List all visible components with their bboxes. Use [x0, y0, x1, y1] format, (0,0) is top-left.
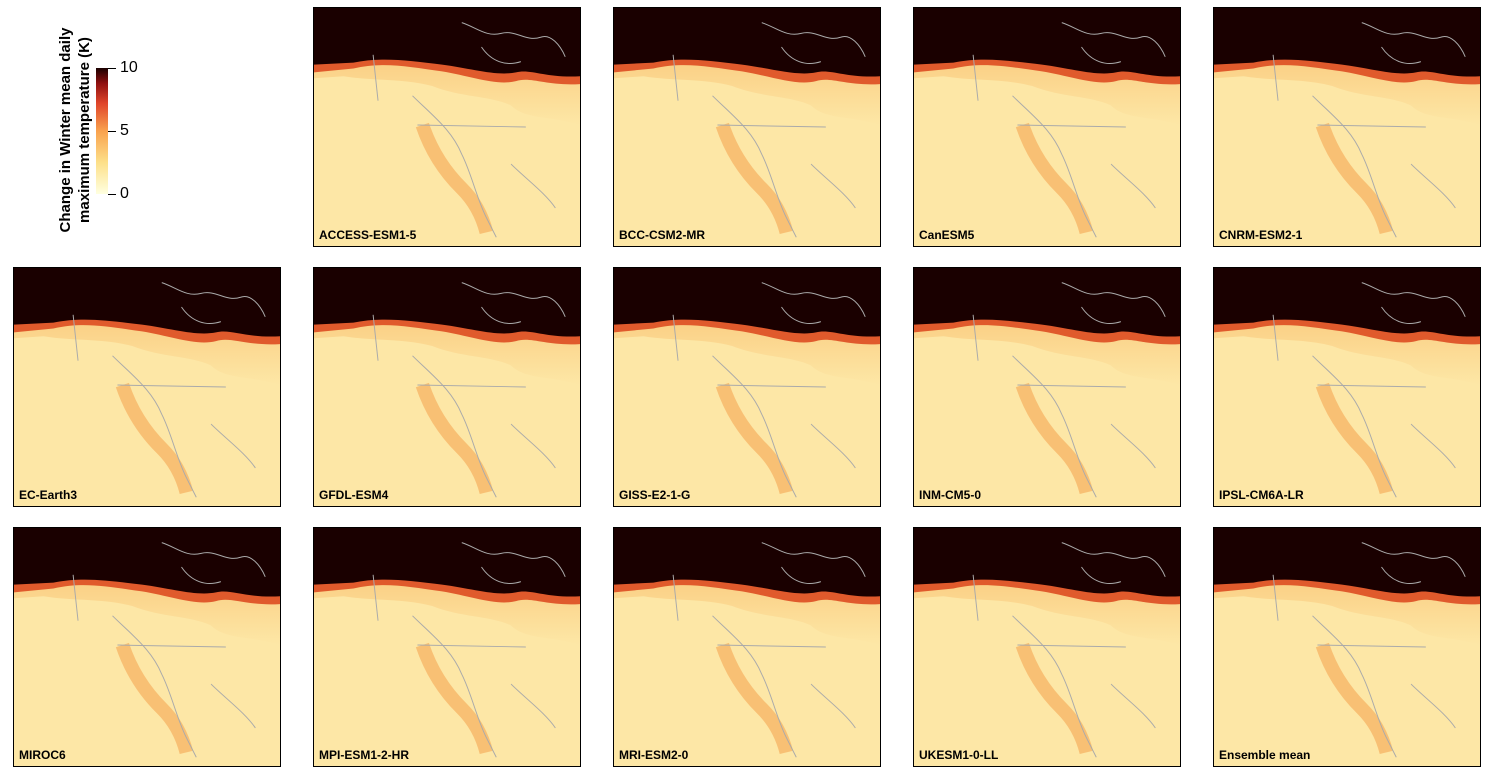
panel-label: ACCESS-ESM1-5	[319, 228, 417, 242]
map-image	[1214, 528, 1480, 766]
map-image	[614, 8, 880, 246]
map-panel: BCC-CSM2-MR	[613, 7, 881, 247]
map-panel: Ensemble mean	[1213, 527, 1481, 767]
map-panel: ACCESS-ESM1-5	[313, 7, 581, 247]
map-panel: GISS-E2-1-G	[613, 267, 881, 507]
map-panel: MIROC6	[13, 527, 281, 767]
map-panel: INM-CM5-0	[913, 267, 1181, 507]
panel-label: GISS-E2-1-G	[619, 488, 691, 502]
panel-label: EC-Earth3	[19, 488, 78, 502]
map-panel: IPSL-CM6A-LR	[1213, 267, 1481, 507]
map-panel: CanESM5	[913, 7, 1181, 247]
panel-label: CNRM-ESM2-1	[1219, 228, 1303, 242]
map-panel: MRI-ESM2-0	[613, 527, 881, 767]
map-image	[914, 8, 1180, 246]
panel-label: CanESM5	[919, 228, 975, 242]
colorbar-tick-0	[108, 194, 116, 195]
colorbar	[96, 68, 108, 194]
panel-label: UKESM1-0-LL	[919, 748, 999, 762]
map-image	[314, 268, 580, 506]
legend-title-line1: Change in Winter mean daily	[57, 27, 74, 233]
map-panel: EC-Earth3	[13, 267, 281, 507]
map-image	[314, 528, 580, 766]
panel-label: INM-CM5-0	[919, 488, 981, 502]
map-panel: GFDL-ESM4	[313, 267, 581, 507]
map-panel: UKESM1-0-LL	[913, 527, 1181, 767]
panel-label: Ensemble mean	[1219, 748, 1311, 762]
legend-title-line2: maximum temperature (K)	[76, 37, 93, 223]
colorbar-legend: Change in Winter mean daily maximum temp…	[0, 0, 300, 260]
map-image	[14, 268, 280, 506]
map-image	[14, 528, 280, 766]
panel-label: MRI-ESM2-0	[619, 748, 689, 762]
map-image	[614, 528, 880, 766]
colorbar-tick-5	[108, 131, 116, 132]
panel-label: BCC-CSM2-MR	[619, 228, 705, 242]
colorbar-tick-10	[108, 68, 116, 69]
panel-label: MPI-ESM1-2-HR	[319, 748, 410, 762]
panel-label: GFDL-ESM4	[319, 488, 389, 502]
map-image	[314, 8, 580, 246]
colorbar-tick-label: 5	[120, 122, 129, 139]
map-panel: CNRM-ESM2-1	[1213, 7, 1481, 247]
map-image	[1214, 268, 1480, 506]
colorbar-tick-label: 0	[120, 185, 129, 202]
colorbar-tick-label: 10	[120, 59, 138, 76]
panel-label: MIROC6	[19, 748, 66, 762]
map-image	[914, 268, 1180, 506]
legend-title: Change in Winter mean daily maximum temp…	[56, 0, 94, 260]
panel-label: IPSL-CM6A-LR	[1219, 488, 1304, 502]
map-image	[914, 528, 1180, 766]
map-panel: MPI-ESM1-2-HR	[313, 527, 581, 767]
map-image	[614, 268, 880, 506]
map-image	[1214, 8, 1480, 246]
